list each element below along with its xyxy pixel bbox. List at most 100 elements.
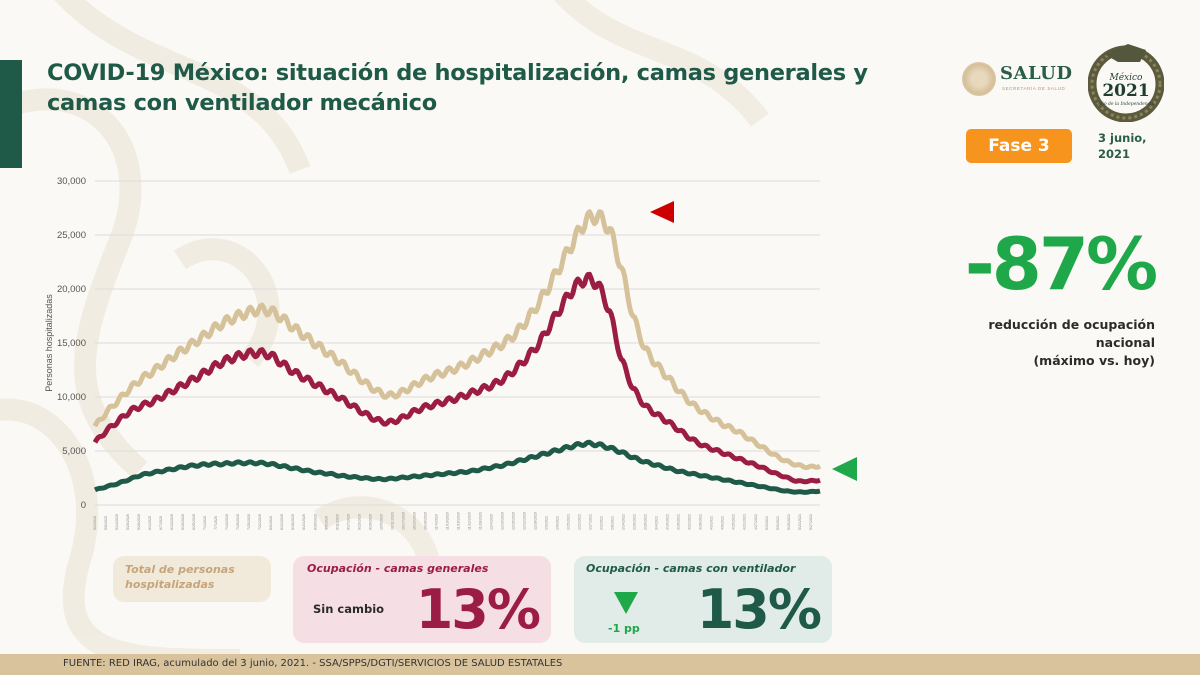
x-tick-label: 1/21/2021 bbox=[578, 514, 582, 530]
x-tick-label: 12/4/2020 bbox=[489, 514, 493, 530]
x-tick-label: 5/21/2021 bbox=[798, 514, 802, 530]
x-tick-label: 4/27/2021 bbox=[754, 514, 758, 530]
x-tick-label: 11/10/2020 bbox=[445, 512, 449, 530]
x-tick-label: 7/31/2020 bbox=[258, 514, 262, 530]
x-tick-label: 10/29/2020 bbox=[423, 512, 427, 530]
salud-logo-subtext: SECRETARÍA DE SALUD bbox=[1002, 86, 1066, 91]
x-tick-label: 10/11/2020 bbox=[390, 512, 394, 530]
x-tick-label: 9/29/2020 bbox=[368, 514, 372, 530]
x-tick-label: 2/8/2021 bbox=[611, 516, 615, 530]
x-tick-label: 5/2/2020 bbox=[93, 516, 97, 530]
x-tick-label: 11/4/2020 bbox=[434, 514, 438, 530]
general-beds-occupancy-value: 13% bbox=[415, 578, 541, 641]
x-tick-label: 6/19/2020 bbox=[181, 514, 185, 530]
x-tick-label: 8/24/2020 bbox=[302, 514, 306, 530]
y-tick-label: 5,000 bbox=[62, 446, 86, 457]
chart-series bbox=[92, 209, 822, 495]
y-axis-ticks: 0 5,000 10,000 15,000 20,000 25,000 30,000 bbox=[57, 176, 86, 511]
x-tick-label: 5/8/2020 bbox=[104, 516, 108, 530]
x-tick-label: 9/5/2020 bbox=[324, 516, 328, 530]
report-date: 3 junio, 2021 bbox=[1098, 130, 1147, 162]
emblem-text-mexico: México bbox=[1109, 72, 1144, 83]
x-tick-label: 12/28/2020 bbox=[534, 512, 538, 530]
x-tick-label: 4/9/2021 bbox=[721, 516, 725, 530]
y-axis-label: Personas hospitalizadas bbox=[44, 294, 54, 392]
x-tick-label: 1/27/2021 bbox=[589, 514, 593, 530]
x-tick-label: 9/23/2020 bbox=[357, 514, 361, 530]
series-line-total bbox=[92, 209, 822, 471]
x-tick-label: 8/12/2020 bbox=[280, 514, 284, 530]
x-tick-label: 5/9/2021 bbox=[776, 516, 780, 530]
x-tick-label: 9/11/2020 bbox=[335, 514, 339, 530]
ventilator-beds-occupancy-value: 13% bbox=[696, 578, 822, 641]
x-tick-label: 2/20/2021 bbox=[633, 514, 637, 530]
x-tick-label: 5/3/2021 bbox=[765, 516, 769, 530]
peak-marker-triangle-icon bbox=[650, 201, 674, 223]
x-tick-label: 1/3/2021 bbox=[545, 516, 549, 530]
x-tick-label: 4/21/2021 bbox=[743, 514, 747, 530]
x-tick-label: 6/13/2020 bbox=[170, 514, 174, 530]
chart-gridlines bbox=[95, 180, 820, 506]
legend-card-total-label-line1: Total de personas bbox=[125, 563, 235, 576]
x-tick-label: 3/28/2021 bbox=[699, 514, 703, 530]
x-tick-label: 6/7/2020 bbox=[159, 516, 163, 530]
x-tick-label: 2/2/2021 bbox=[600, 516, 604, 530]
mexico-2021-emblem-icon: México 2021 Año de la Independencia bbox=[1088, 44, 1164, 122]
x-tick-label: 3/10/2021 bbox=[666, 514, 670, 530]
x-tick-label: 4/15/2021 bbox=[732, 514, 736, 530]
legend-card-total: Total de personas hospitalizadas bbox=[113, 556, 271, 602]
x-tick-label: 10/5/2020 bbox=[379, 514, 383, 530]
seal-icon bbox=[962, 62, 996, 96]
y-tick-label: 20,000 bbox=[57, 284, 86, 295]
x-tick-label: 5/15/2021 bbox=[787, 514, 791, 530]
footer-source: FUENTE: RED IRAG, acumulado del 3 junio,… bbox=[63, 658, 563, 669]
x-tick-label: 5/20/2020 bbox=[126, 514, 130, 530]
kpi-caption-line2: (máximo vs. hoy) bbox=[1033, 353, 1155, 368]
x-tick-label: 8/30/2020 bbox=[313, 514, 317, 530]
x-tick-label: 7/1/2020 bbox=[203, 516, 207, 530]
x-tick-label: 8/6/2020 bbox=[269, 516, 273, 530]
general-beds-label: Ocupación - camas generales bbox=[307, 562, 489, 575]
x-tick-label: 3/16/2021 bbox=[677, 514, 681, 530]
x-tick-label: 7/7/2020 bbox=[214, 516, 218, 530]
x-tick-label: 7/19/2020 bbox=[236, 514, 240, 530]
legend-card-total-label-line2: hospitalizadas bbox=[125, 578, 215, 591]
page-title: COVID-19 México: situación de hospitaliz… bbox=[47, 60, 868, 116]
phase-badge: Fase 3 bbox=[966, 129, 1072, 163]
x-tick-label: 6/25/2020 bbox=[192, 514, 196, 530]
x-tick-label: 4/3/2021 bbox=[710, 516, 714, 530]
series-line-general bbox=[92, 271, 821, 485]
y-tick-label: 25,000 bbox=[57, 230, 86, 241]
x-tick-label: 3/4/2021 bbox=[655, 516, 659, 530]
x-axis-ticks: 5/2/2020 5/8/2020 5/14/2020 5/20/2020 5/26/2… bbox=[93, 512, 813, 530]
x-tick-label: 11/16/2020 bbox=[456, 512, 460, 530]
x-tick-label: 7/13/2020 bbox=[225, 514, 229, 530]
accent-bar bbox=[0, 60, 22, 168]
x-tick-label: 12/10/2020 bbox=[500, 512, 504, 530]
y-tick-label: 0 bbox=[81, 500, 86, 511]
legend-card-general-beds: Ocupación - camas generales Sin cambio 1… bbox=[293, 556, 551, 643]
emblem-text-motto: Año de la Independencia bbox=[1097, 100, 1155, 107]
x-tick-label: 1/9/2021 bbox=[556, 516, 560, 530]
x-tick-label: 5/14/2020 bbox=[115, 514, 119, 530]
x-tick-label: 6/1/2020 bbox=[148, 516, 152, 530]
x-tick-label: 11/22/2020 bbox=[467, 512, 471, 530]
footer-bar: FUENTE: RED IRAG, acumulado del 3 junio,… bbox=[0, 654, 1200, 675]
report-date-line1: 3 junio, bbox=[1098, 131, 1147, 145]
x-tick-label: 8/18/2020 bbox=[291, 514, 295, 530]
kpi-caption-line1: reducción de ocupación nacional bbox=[988, 317, 1155, 350]
x-tick-label: 5/26/2020 bbox=[137, 514, 141, 530]
y-tick-label: 30,000 bbox=[57, 176, 86, 187]
x-tick-label: 5/27/2021 bbox=[809, 514, 813, 530]
y-tick-label: 15,000 bbox=[57, 338, 86, 349]
kpi-caption: reducción de ocupación nacional (máximo … bbox=[930, 316, 1155, 370]
kpi-reduction-value: -87% bbox=[964, 222, 1158, 306]
x-tick-label: 2/26/2021 bbox=[644, 514, 648, 530]
x-tick-label: 12/22/2020 bbox=[522, 512, 526, 530]
ventilator-beds-change: -1 pp bbox=[608, 622, 640, 635]
legend-card-total-label: Total de personas hospitalizadas bbox=[125, 562, 235, 592]
x-tick-label: 10/23/2020 bbox=[412, 512, 416, 530]
x-tick-label: 3/22/2021 bbox=[688, 514, 692, 530]
